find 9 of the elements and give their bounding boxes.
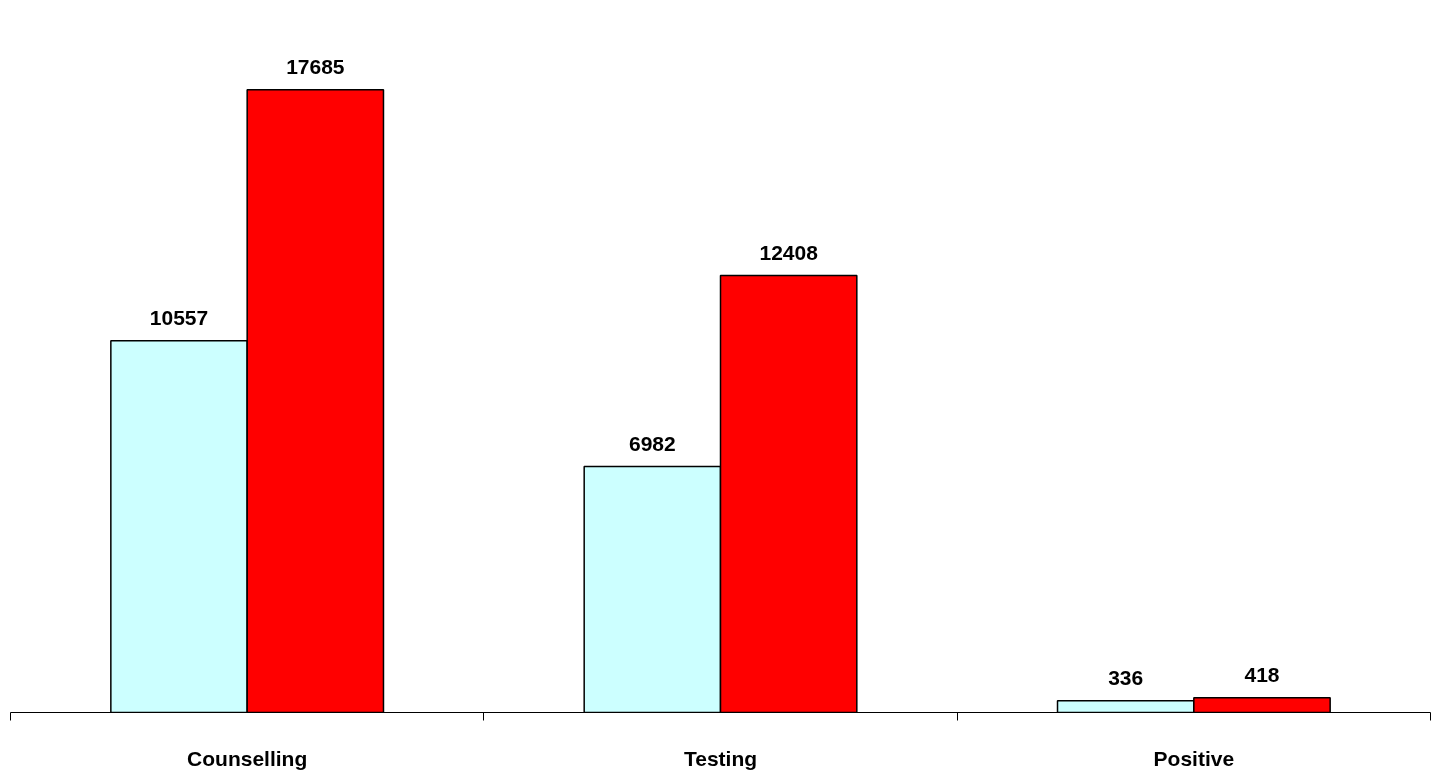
data-label: 6982 bbox=[628, 431, 676, 455]
data-label: 418 bbox=[1244, 662, 1280, 686]
data-label: 336 bbox=[1108, 665, 1144, 689]
data-label: 10557 bbox=[149, 305, 209, 329]
x-tick-label: Counselling bbox=[187, 746, 308, 770]
data-label: 17685 bbox=[286, 54, 345, 78]
data-label: 12408 bbox=[759, 240, 819, 264]
x-tick-label: Positive bbox=[1153, 746, 1235, 770]
x-tick-label: Testing bbox=[683, 746, 758, 770]
